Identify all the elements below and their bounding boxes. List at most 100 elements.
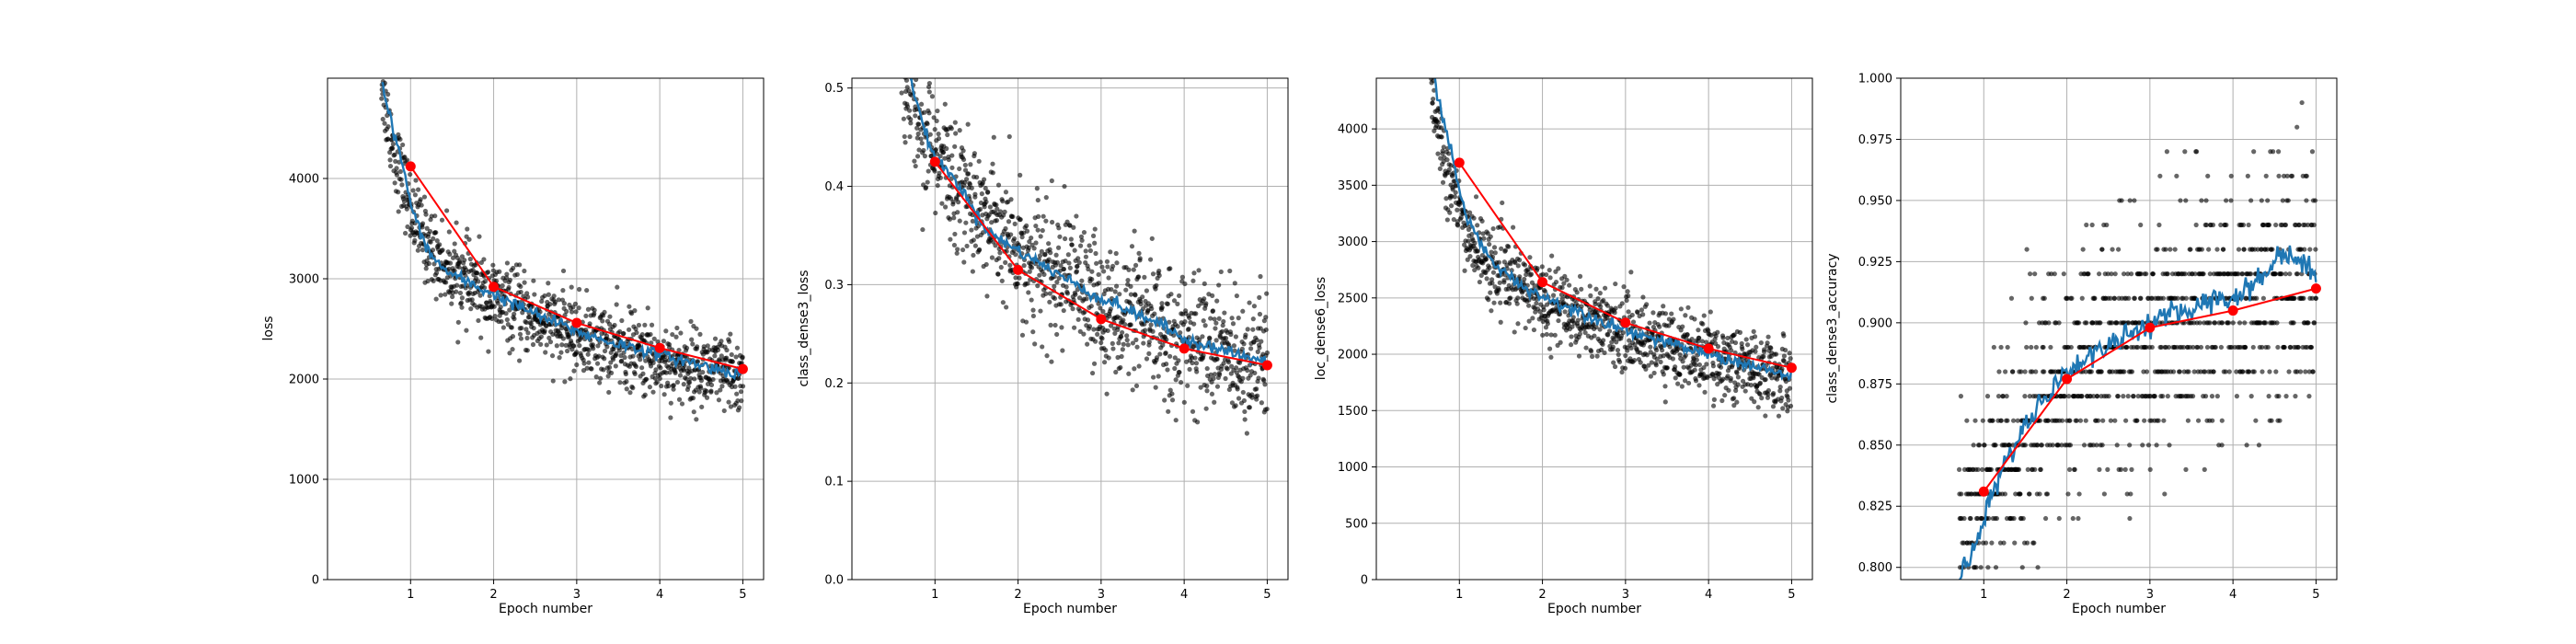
batch-point bbox=[524, 335, 530, 341]
batch-point bbox=[2177, 369, 2182, 374]
batch-point bbox=[1055, 245, 1062, 250]
batch-point bbox=[2241, 247, 2247, 252]
batch-point bbox=[739, 398, 744, 404]
batch-point bbox=[2089, 222, 2095, 228]
batch-point bbox=[1765, 391, 1771, 397]
batch-point bbox=[689, 337, 695, 342]
batch-point bbox=[1693, 362, 1698, 368]
batch-point bbox=[2205, 173, 2211, 178]
batch-point bbox=[1765, 334, 1771, 339]
batch-point bbox=[602, 348, 608, 354]
batch-point bbox=[1100, 308, 1106, 315]
batch-point bbox=[542, 328, 547, 334]
batch-point bbox=[671, 386, 676, 392]
batch-point bbox=[1213, 320, 1219, 326]
batch-point bbox=[960, 148, 966, 154]
batch-point bbox=[1984, 394, 1991, 399]
batch-point bbox=[1149, 236, 1155, 241]
batch-point bbox=[1499, 246, 1504, 251]
batch-point bbox=[412, 237, 418, 243]
batch-point bbox=[990, 170, 995, 176]
batch-point bbox=[1458, 214, 1464, 221]
batch-point bbox=[1483, 257, 1489, 262]
batch-point bbox=[608, 370, 615, 375]
batch-point bbox=[2266, 394, 2271, 399]
batch-point bbox=[1132, 228, 1137, 234]
batch-point bbox=[2045, 418, 2051, 423]
batch-point bbox=[587, 321, 592, 327]
batch-point bbox=[1506, 244, 1512, 249]
batch-point bbox=[1142, 321, 1147, 327]
batch-point bbox=[2029, 295, 2034, 301]
batch-point bbox=[676, 397, 683, 402]
batch-point bbox=[1700, 371, 1706, 377]
batch-point bbox=[1236, 396, 1242, 401]
batch-point bbox=[1063, 236, 1068, 242]
batch-point bbox=[1552, 332, 1558, 338]
batch-point bbox=[1212, 316, 1217, 322]
batch-point bbox=[906, 108, 913, 113]
batch-point bbox=[903, 140, 908, 145]
batch-point bbox=[649, 322, 655, 328]
smoothed-line bbox=[381, 82, 744, 381]
batch-point bbox=[2061, 271, 2066, 277]
batch-point bbox=[2236, 247, 2242, 252]
batch-point bbox=[1550, 293, 1557, 298]
batch-point bbox=[1677, 372, 1683, 377]
batch-point bbox=[1787, 385, 1793, 391]
batch-point bbox=[2164, 149, 2169, 155]
batch-point bbox=[2220, 247, 2226, 252]
batch-point bbox=[2125, 271, 2131, 277]
batch-point bbox=[1444, 217, 1450, 223]
batch-point bbox=[618, 352, 624, 359]
batch-point bbox=[694, 326, 699, 331]
batch-point bbox=[1685, 305, 1691, 310]
batch-point bbox=[1478, 272, 1484, 278]
batch-point bbox=[431, 278, 436, 283]
batch-point bbox=[2002, 491, 2008, 497]
batch-point bbox=[602, 309, 607, 316]
batch-point bbox=[1653, 362, 1659, 368]
batch-point bbox=[433, 230, 439, 236]
batch-point bbox=[1264, 406, 1270, 412]
batch-point bbox=[1212, 372, 1218, 377]
batch-point bbox=[510, 334, 516, 339]
batch-point bbox=[2129, 466, 2134, 472]
batch-point bbox=[658, 365, 663, 371]
batch-point bbox=[531, 326, 536, 331]
batch-point bbox=[2076, 491, 2082, 497]
batch-point bbox=[1557, 311, 1563, 317]
batch-point bbox=[2246, 222, 2251, 228]
y-tick-label: 3000 bbox=[289, 273, 319, 287]
batch-point bbox=[497, 269, 502, 274]
batch-point bbox=[2079, 295, 2085, 301]
batch-point bbox=[736, 405, 742, 410]
batch-point bbox=[1771, 390, 1777, 397]
batch-point bbox=[1733, 387, 1739, 394]
batch-point bbox=[1256, 375, 1261, 381]
batch-point bbox=[2016, 466, 2022, 472]
batch-point bbox=[1106, 275, 1111, 281]
batch-point bbox=[1074, 269, 1080, 274]
batch-point bbox=[662, 358, 668, 363]
batch-point bbox=[2210, 222, 2216, 228]
batch-point bbox=[1208, 316, 1213, 321]
batch-point bbox=[916, 121, 922, 127]
batch-point bbox=[1037, 253, 1043, 259]
batch-point bbox=[526, 314, 533, 320]
batch-point bbox=[1026, 245, 1031, 251]
axes-frame bbox=[851, 77, 1289, 581]
batch-point bbox=[1664, 365, 1670, 371]
batch-point bbox=[1673, 364, 1678, 370]
batch-point bbox=[1138, 301, 1144, 307]
batch-point bbox=[688, 375, 694, 381]
batch-point bbox=[1167, 353, 1173, 359]
batch-point bbox=[1203, 406, 1209, 411]
batch-point bbox=[1210, 293, 1215, 299]
batch-point bbox=[1484, 276, 1489, 282]
batch-point bbox=[1487, 265, 1492, 270]
batch-point bbox=[487, 293, 492, 299]
batch-point bbox=[507, 351, 512, 356]
batch-point bbox=[2207, 320, 2213, 326]
